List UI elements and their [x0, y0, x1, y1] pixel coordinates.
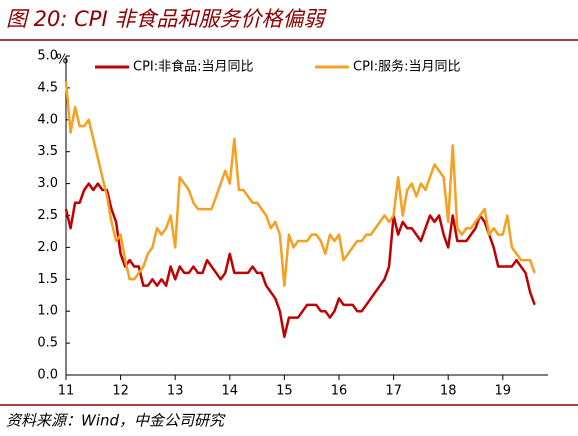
x-tick-label: 11 [58, 384, 75, 399]
x-tick-label: 15 [276, 384, 293, 399]
y-tick-label: 5.0 [37, 49, 58, 64]
y-tick-label: 0.5 [37, 336, 58, 351]
x-tick-label: 13 [167, 384, 184, 399]
y-tick-label: 3.5 [37, 144, 58, 159]
legend-label: CPI:服务:当月同比 [353, 59, 461, 75]
y-tick-label: 3.0 [37, 176, 58, 191]
y-tick-label: 1.5 [37, 272, 58, 287]
y-tick-label: 4.5 [37, 80, 58, 95]
y-tick-label: 2.5 [37, 208, 58, 223]
y-tick-label: 2.0 [37, 240, 58, 255]
x-tick-label: 14 [222, 384, 239, 399]
y-unit: % [56, 53, 68, 68]
x-tick-label: 16 [331, 384, 348, 399]
y-tick-label: 0.0 [37, 368, 58, 383]
x-tick-label: 18 [440, 384, 457, 399]
legend-label: CPI:非食品:当月同比 [133, 59, 254, 75]
series-line [64, 182, 536, 338]
chart-title: 图 20: CPI 非食品和服务价格偏弱 [6, 7, 327, 31]
series-line [64, 81, 536, 287]
y-tick-label: 4.0 [37, 112, 58, 127]
y-tick-label: 1.0 [37, 304, 58, 319]
x-tick-label: 17 [385, 384, 402, 399]
x-tick-label: 12 [112, 384, 129, 399]
x-tick-label: 19 [495, 384, 512, 399]
source: 资料来源：Wind，中金公司研究 [6, 412, 226, 430]
